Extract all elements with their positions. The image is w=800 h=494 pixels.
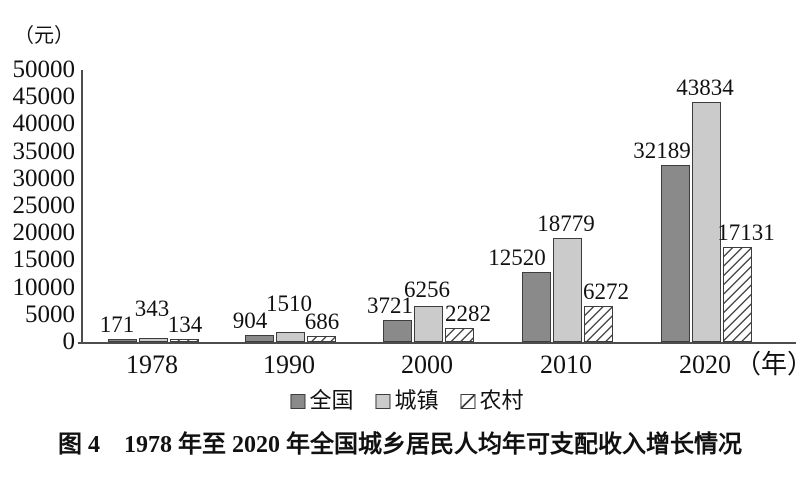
x-axis-line	[78, 342, 796, 344]
bar-value-label: 2282	[445, 300, 491, 326]
bar-national-2000	[382, 319, 412, 342]
y-axis-tick-label: 25000	[12, 192, 76, 219]
bar-rural-1978	[169, 339, 199, 342]
figure-caption: 图 4 1978 年至 2020 年全国城乡居民人均年可支配收入增长情况	[58, 432, 742, 458]
bar-value-label: 12520	[488, 244, 546, 270]
y-axis-line	[81, 70, 83, 344]
bar-rural-1990	[306, 336, 336, 342]
y-axis-tick-label: 50000	[12, 56, 76, 83]
bar-urban-2020	[691, 101, 721, 342]
bar-value-label: 171	[99, 312, 135, 338]
legend-item-national: 全国	[290, 389, 353, 413]
y-axis-tick-label: 20000	[12, 219, 76, 247]
x-axis-label: 1990	[263, 350, 315, 379]
y-axis-tick-label: 35000	[12, 137, 76, 165]
y-axis-tick-label: 0	[62, 328, 76, 355]
bar-national-2010	[521, 271, 551, 342]
y-axis-tick-label: 45000	[12, 83, 76, 111]
bar-value-label: 6272	[583, 278, 629, 304]
bar-urban-1990	[275, 331, 305, 342]
x-axis-label: 1978	[126, 350, 178, 379]
bar-rural-2000	[444, 327, 474, 342]
bar-value-label: 686	[304, 309, 340, 335]
bar-value-label: 1510	[266, 290, 312, 316]
x-axis-label: 2020	[679, 350, 731, 379]
legend-swatch-urban-icon	[375, 393, 391, 409]
y-axis-tick-label: 30000	[12, 164, 76, 192]
x-axis-unit-suffix: （年）	[735, 350, 800, 379]
legend-item-urban: 城镇	[375, 388, 439, 413]
bar-national-2020	[660, 164, 690, 342]
bar-national-1990	[244, 335, 274, 342]
legend-swatch-national-icon	[290, 393, 306, 409]
x-axis-label: 2010	[540, 350, 592, 379]
bar-rural-2010	[583, 305, 613, 342]
bar-urban-2000	[413, 305, 443, 342]
y-axis-tick-label: 15000	[12, 246, 76, 274]
bar-value-label: 18779	[537, 210, 595, 236]
legend: 全国 城镇 农村	[290, 388, 524, 413]
x-axis-label: 2000	[401, 350, 453, 379]
legend-label-national: 全国	[309, 388, 354, 413]
y-axis-tick-label: 5000	[25, 300, 75, 328]
bar-value-label: 3721	[367, 292, 413, 318]
bar-value-label: 134	[167, 312, 203, 338]
bar-value-label: 32189	[633, 137, 691, 163]
y-axis-tick-label: 10000	[12, 273, 76, 301]
y-axis-unit-label: （元）	[14, 25, 74, 47]
bar-national-1978	[107, 339, 137, 342]
bar-rural-2020	[722, 246, 752, 342]
bar-urban-2010	[552, 237, 582, 342]
bar-value-label: 904	[232, 308, 268, 334]
legend-item-rural: 农村	[460, 388, 524, 413]
bar-value-label: 6256	[404, 276, 450, 302]
y-axis-tick-label: 40000	[12, 110, 76, 138]
bar-value-label: 17131	[717, 219, 775, 245]
legend-swatch-rural-icon	[460, 393, 476, 409]
bar-urban-1978	[138, 338, 168, 342]
bar-value-label: 343	[134, 296, 170, 322]
bar-value-label: 43834	[676, 74, 734, 100]
legend-label-urban: 城镇	[394, 388, 439, 413]
legend-label-rural: 农村	[479, 388, 524, 413]
